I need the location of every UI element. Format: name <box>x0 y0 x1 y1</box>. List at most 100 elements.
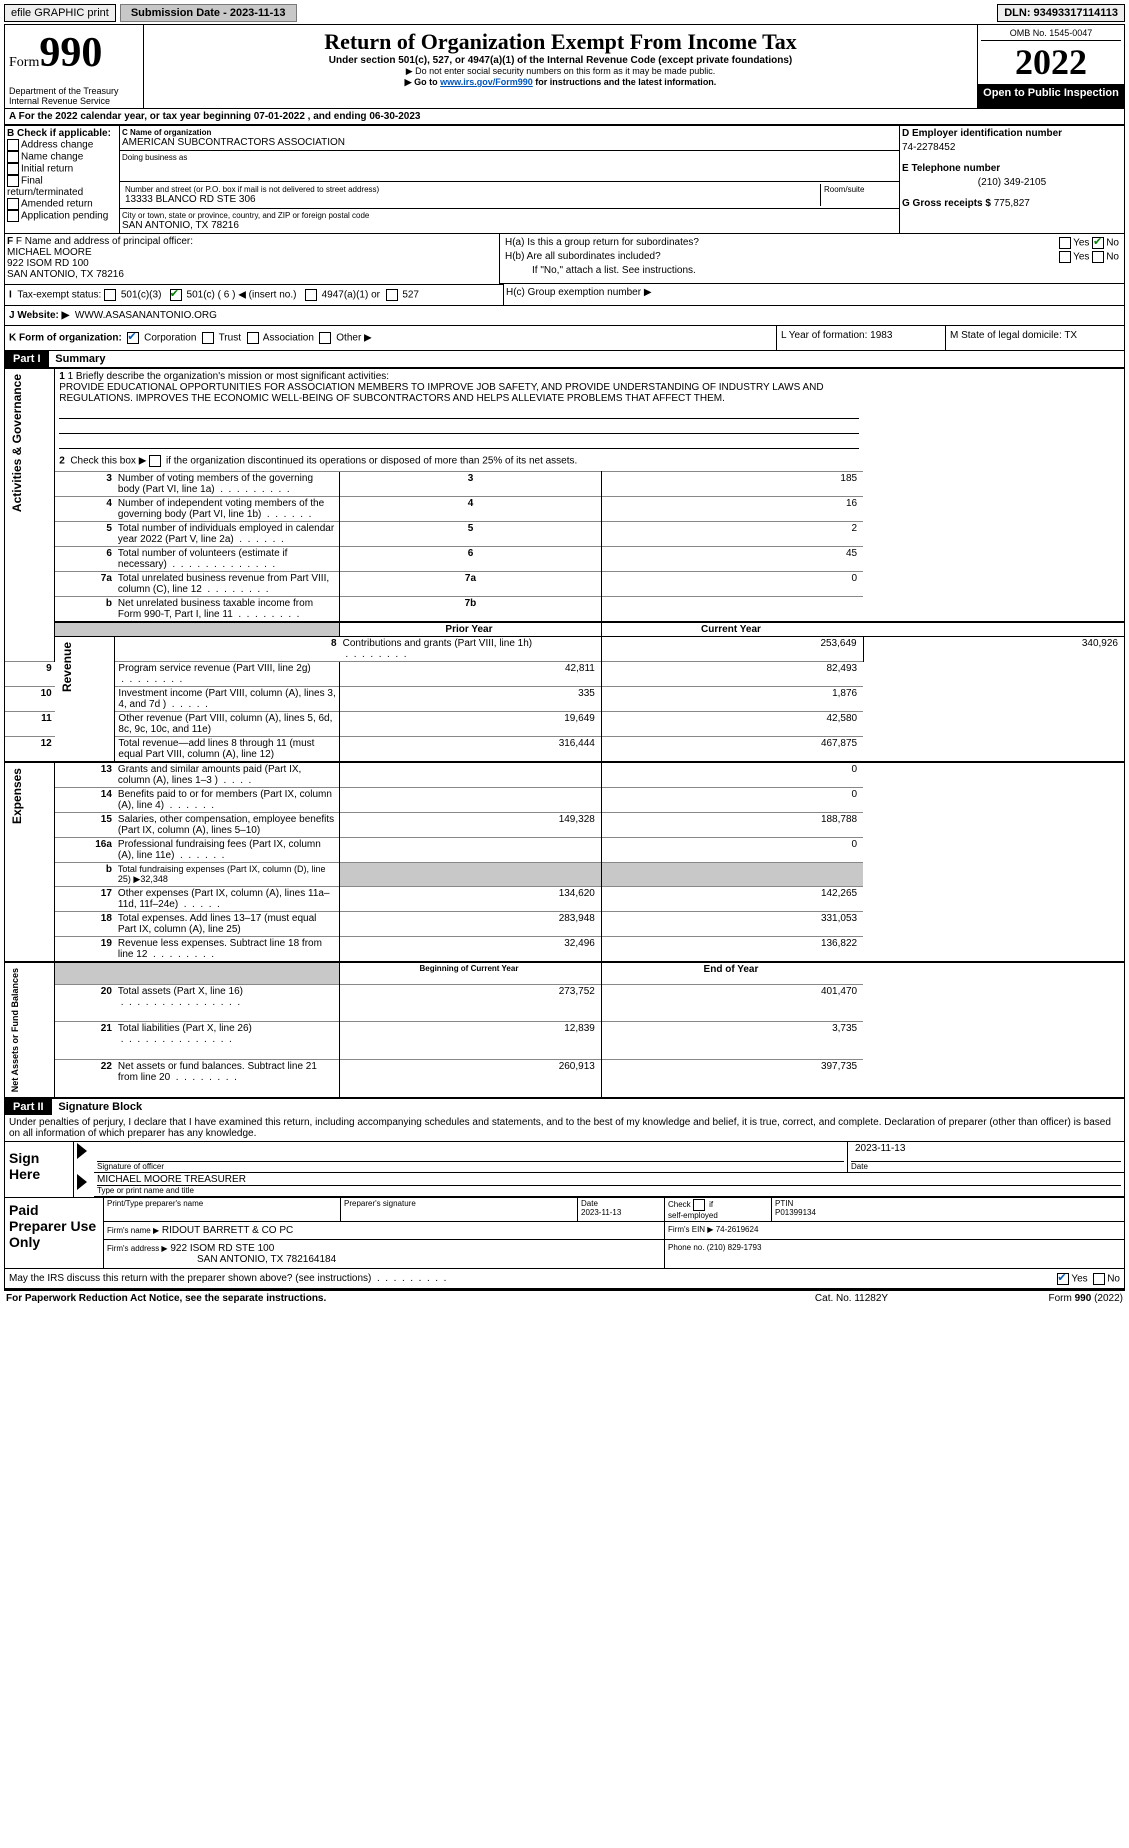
side-revenue: Revenue <box>58 638 76 696</box>
b-label: B Check if applicable: <box>7 128 117 139</box>
open-to-public: Open to Public Inspection <box>978 84 1125 108</box>
chk-association[interactable] <box>247 332 259 344</box>
section-bcd: B Check if applicable: Address change Na… <box>5 126 1124 233</box>
self-employed-check[interactable]: Check ifself-employed <box>665 1198 772 1222</box>
line14-label: Benefits paid to or for members (Part IX… <box>115 788 340 813</box>
side-net-assets: Net Assets or Fund Balances <box>8 964 22 1096</box>
line8-prior: 253,649 <box>601 637 863 662</box>
part2-title: Signature Block <box>54 1101 142 1113</box>
prep-date-value: 2023-11-13 <box>581 1208 621 1217</box>
chk-irs-no[interactable] <box>1093 1273 1105 1285</box>
line16a-label: Professional fundraising fees (Part IX, … <box>115 838 340 863</box>
line13-current: 0 <box>601 762 863 788</box>
line4-value: 16 <box>601 497 863 522</box>
e-label: E Telephone number <box>902 163 1122 174</box>
chk-501c[interactable] <box>170 289 182 301</box>
perjury-declaration: Under penalties of perjury, I declare th… <box>5 1115 1124 1142</box>
line-a: A For the 2022 calendar year, or tax yea… <box>5 108 1124 126</box>
line6-label: Total number of volunteers (estimate if … <box>115 547 340 572</box>
firm-phone: (210) 829-1793 <box>707 1243 762 1252</box>
city-label: City or town, state or province, country… <box>122 211 897 220</box>
addr-label: Number and street (or P.O. box if mail i… <box>125 185 817 194</box>
irs-link[interactable]: www.irs.gov/Form990 <box>440 77 533 87</box>
g-line: G Gross receipts $ 775,827 <box>902 198 1122 209</box>
part1-title: Summary <box>51 353 105 365</box>
chk-other[interactable] <box>319 332 331 344</box>
line18-current: 331,053 <box>601 912 863 937</box>
dept-treasury: Department of the Treasury <box>9 86 139 96</box>
line3-label: Number of voting members of the governin… <box>115 472 340 497</box>
sig-date-value: 2023-11-13 <box>851 1143 1121 1162</box>
part1-table: Activities & Governance 1 1 Briefly desc… <box>5 369 1124 1097</box>
line8-current: 340,926 <box>863 637 1124 662</box>
part1-badge: Part I <box>5 351 49 367</box>
line1-label: 1 1 Briefly describe the organization's … <box>59 371 859 382</box>
form-title: Return of Organization Exempt From Incom… <box>148 29 973 55</box>
line14-current: 0 <box>601 788 863 813</box>
line17-current: 142,265 <box>601 887 863 912</box>
hb-answer: Yes No <box>968 250 1122 264</box>
section-klm: K Form of organization: Corporation Trus… <box>5 326 1124 350</box>
ein-value: 74-2278452 <box>902 139 1122 163</box>
line12-prior: 316,444 <box>340 737 602 763</box>
line22-label: Net assets or fund balances. Subtract li… <box>115 1060 340 1097</box>
form-subtitle: Under section 501(c), 527, or 4947(a)(1)… <box>148 55 973 66</box>
chk-address-change[interactable]: Address change <box>7 139 117 151</box>
hc-label: H(c) Group exemption number ▶ <box>504 285 1125 306</box>
chk-corporation[interactable] <box>127 332 139 344</box>
chk-527[interactable] <box>386 289 398 301</box>
j-label: J Website: ▶ <box>9 310 69 321</box>
line16a-current: 0 <box>601 838 863 863</box>
line13-label: Grants and similar amounts paid (Part IX… <box>115 762 340 788</box>
prep-name-label: Print/Type preparer's name <box>104 1198 341 1222</box>
k-label: K Form of organization: <box>9 333 122 344</box>
chk-application-pending[interactable]: Application pending <box>7 210 117 222</box>
may-irs-discuss: May the IRS discuss this return with the… <box>5 1268 1124 1288</box>
col-beginning: Beginning of Current Year <box>340 962 602 984</box>
chk-trust[interactable] <box>202 332 214 344</box>
line18-prior: 283,948 <box>340 912 602 937</box>
website-value: WWW.ASASANANTONIO.ORG <box>75 310 217 321</box>
firm-addr2: SAN ANTONIO, TX 782164184 <box>107 1254 336 1265</box>
line15-current: 188,788 <box>601 813 863 838</box>
officer-name: MICHAEL MOORE <box>7 247 497 258</box>
c-label: C Name of organization <box>122 128 897 137</box>
line3-value: 185 <box>601 472 863 497</box>
paid-preparer-table: Paid Preparer Use Only Print/Type prepar… <box>5 1197 1124 1268</box>
signature-table: Sign Here Signature of officer 2023-11-1… <box>5 1142 1124 1197</box>
i-label: I Tax-exempt status: <box>9 290 101 301</box>
prep-sig-label: Preparer's signature <box>341 1198 578 1222</box>
line12-label: Total revenue—add lines 8 through 11 (mu… <box>115 737 340 763</box>
firm-ein: 74-2619624 <box>716 1225 759 1234</box>
m-state-domicile: M State of legal domicile: TX <box>946 326 1125 350</box>
chk-initial-return[interactable]: Initial return <box>7 163 117 175</box>
line7a-value: 0 <box>601 572 863 597</box>
firm-name: RIDOUT BARRETT & CO PC <box>162 1225 293 1236</box>
part2-header-row: Part II Signature Block <box>5 1097 1124 1115</box>
chk-line2[interactable] <box>149 455 161 467</box>
chk-final-return[interactable]: Final return/terminated <box>7 175 117 198</box>
submission-date-button[interactable]: Submission Date - 2023-11-13 <box>120 4 297 22</box>
line20-current: 401,470 <box>601 984 863 1022</box>
chk-amended-return[interactable]: Amended return <box>7 198 117 210</box>
city-state-zip: SAN ANTONIO, TX 78216 <box>122 220 897 231</box>
paid-preparer-label: Paid Preparer Use Only <box>5 1198 104 1269</box>
chk-name-change[interactable]: Name change <box>7 151 117 163</box>
line22-prior: 260,913 <box>340 1060 602 1097</box>
line5-label: Total number of individuals employed in … <box>115 522 340 547</box>
line16b-current-shade <box>601 863 863 887</box>
room-suite-label: Room/suite <box>821 184 898 206</box>
form-number: Form990 <box>9 29 139 77</box>
chk-irs-yes[interactable] <box>1057 1273 1069 1285</box>
line19-current: 136,822 <box>601 937 863 963</box>
chk-4947[interactable] <box>305 289 317 301</box>
line8-label: Contributions and grants (Part VIII, lin… <box>340 637 602 662</box>
line16b-prior-shade <box>340 863 602 887</box>
chk-501c3[interactable] <box>104 289 116 301</box>
line7b-label: Net unrelated business taxable income fr… <box>115 597 340 623</box>
line10-current: 1,876 <box>601 687 863 712</box>
part1-header-row: Part I Summary <box>5 350 1124 369</box>
form-container: Form990 Return of Organization Exempt Fr… <box>4 24 1125 1289</box>
form-note1: ▶ Do not enter social security numbers o… <box>148 66 973 77</box>
arrow-icon <box>77 1143 87 1159</box>
